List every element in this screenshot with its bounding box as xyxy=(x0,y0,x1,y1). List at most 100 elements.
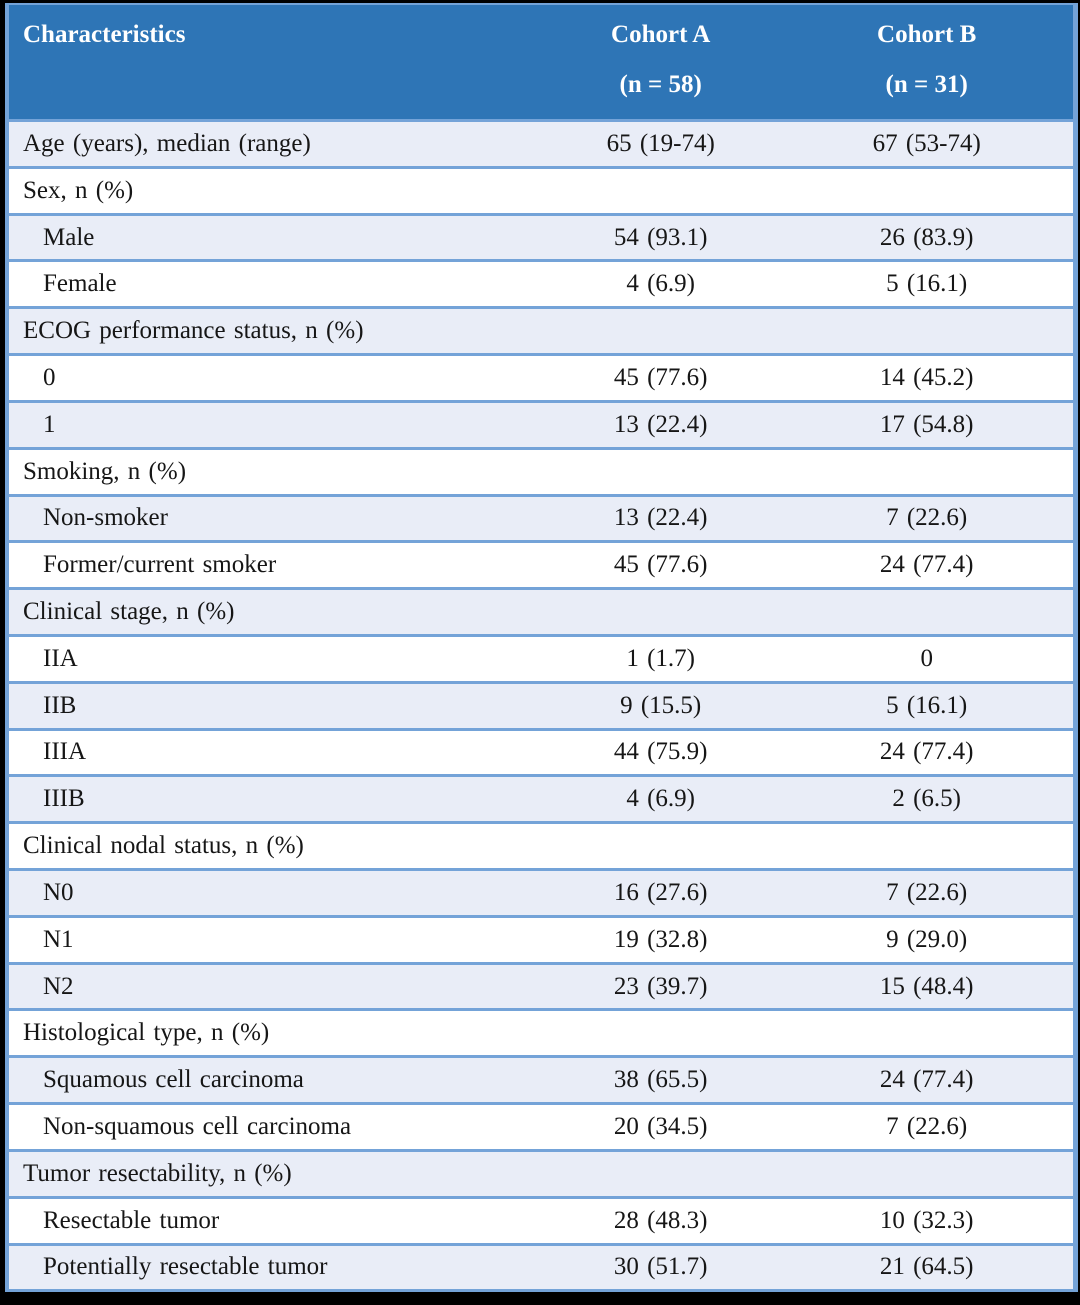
cohort-b-value: 24 (77.4) xyxy=(780,729,1073,778)
table-row: Sex, n (%) xyxy=(9,167,1073,216)
row-label: 0 xyxy=(9,354,541,403)
table-row: N0 16 (27.6) 7 (22.6) xyxy=(9,869,1073,918)
table-row: Squamous cell carcinoma 38 (65.5) 24 (77.4… xyxy=(9,1056,1073,1106)
row-label: Squamous cell carcinoma xyxy=(9,1056,541,1106)
table-row: Male 54 (93.1) 26 (83.9) xyxy=(9,214,1073,263)
cohort-b-value xyxy=(780,448,1073,497)
cohort-b-value: 17 (54.8) xyxy=(780,401,1073,450)
cohort-a-value: 19 (32.8) xyxy=(541,916,781,965)
cohort-a-value xyxy=(541,822,781,871)
table-row: 0 45 (77.6) 14 (45.2) xyxy=(9,354,1073,403)
col-header-cohort-b-label: Cohort B xyxy=(877,21,977,48)
table-row: Former/current smoker 45 (77.6) 24 (77.4) xyxy=(9,541,1073,591)
table-body: Age (years), median (range) 65 (19-74) 67 … xyxy=(9,120,1073,1289)
table-row: Clinical stage, n (%) xyxy=(9,588,1073,637)
table-outer-frame: Characteristics Cohort A (n = 58) Cohort… xyxy=(5,3,1078,1292)
cohort-a-value: 65 (19-74) xyxy=(541,120,781,169)
cohort-b-value: 2 (6.5) xyxy=(780,775,1073,825)
table-row: Clinical nodal status, n (%) xyxy=(9,822,1073,871)
col-header-cohort-a: Cohort A (n = 58) xyxy=(541,5,781,122)
cohort-a-value xyxy=(541,588,781,637)
table-row: N1 19 (32.8) 9 (29.0) xyxy=(9,916,1073,965)
cohort-b-value: 7 (22.6) xyxy=(780,1103,1073,1152)
cohort-b-value: 67 (53-74) xyxy=(780,120,1073,169)
row-label: Sex, n (%) xyxy=(9,167,541,216)
table-row: ECOG performance status, n (%) xyxy=(9,307,1073,357)
table-row: IIIA 44 (75.9) 24 (77.4) xyxy=(9,729,1073,778)
row-label: IIIA xyxy=(9,729,541,778)
table-row: Smoking, n (%) xyxy=(9,448,1073,497)
cohort-b-value: 9 (29.0) xyxy=(780,916,1073,965)
cohort-a-value: 4 (6.9) xyxy=(541,775,781,825)
col-header-cohort-a-sublabel: (n = 58) xyxy=(619,71,702,98)
row-label: N0 xyxy=(9,869,541,918)
cohort-b-value: 7 (22.6) xyxy=(780,869,1073,918)
cohort-b-value: 15 (48.4) xyxy=(780,963,1073,1012)
cohort-a-value: 54 (93.1) xyxy=(541,214,781,263)
cohort-a-value: 16 (27.6) xyxy=(541,869,781,918)
cohort-a-value xyxy=(541,1150,781,1199)
cohort-a-value: 4 (6.9) xyxy=(541,260,781,310)
row-label: Male xyxy=(9,214,541,263)
col-header-cohort-b-sublabel: (n = 31) xyxy=(885,71,968,98)
table-row: Non-smoker 13 (22.4) 7 (22.6) xyxy=(9,495,1073,544)
cohort-a-value: 30 (51.7) xyxy=(541,1244,781,1289)
table-row: IIA 1 (1.7) 0 xyxy=(9,635,1073,684)
row-label: ECOG performance status, n (%) xyxy=(9,307,541,357)
row-label: Non-squamous cell carcinoma xyxy=(9,1103,541,1152)
row-label: IIB xyxy=(9,682,541,731)
table-row: Resectable tumor 28 (48.3) 10 (32.3) xyxy=(9,1197,1073,1246)
cohort-b-value: 24 (77.4) xyxy=(780,1056,1073,1106)
cohort-a-value: 9 (15.5) xyxy=(541,682,781,731)
cohort-b-value: 26 (83.9) xyxy=(780,214,1073,263)
col-header-cohort-b: Cohort B (n = 31) xyxy=(780,5,1073,122)
row-label: Age (years), median (range) xyxy=(9,120,541,169)
row-label: Former/current smoker xyxy=(9,541,541,591)
cohort-b-value: 5 (16.1) xyxy=(780,260,1073,310)
row-label: Potentially resectable tumor xyxy=(9,1244,541,1289)
cohort-a-value: 44 (75.9) xyxy=(541,729,781,778)
col-header-characteristics: Characteristics xyxy=(9,5,541,122)
cohort-b-value xyxy=(780,1009,1073,1059)
cohort-a-value: 20 (34.5) xyxy=(541,1103,781,1152)
table-row: Age (years), median (range) 65 (19-74) 67 … xyxy=(9,120,1073,169)
row-label: Clinical nodal status, n (%) xyxy=(9,822,541,871)
cohort-b-value: 21 (64.5) xyxy=(780,1244,1073,1289)
row-label: 1 xyxy=(9,401,541,450)
cohort-a-value: 13 (22.4) xyxy=(541,401,781,450)
table-row: Non-squamous cell carcinoma 20 (34.5) 7 (2… xyxy=(9,1103,1073,1152)
table-row: Tumor resectability, n (%) xyxy=(9,1150,1073,1199)
row-label: Clinical stage, n (%) xyxy=(9,588,541,637)
row-label: N2 xyxy=(9,963,541,1012)
col-header-cohort-a-label: Cohort A xyxy=(611,21,711,48)
cohort-b-value: 7 (22.6) xyxy=(780,495,1073,544)
cohort-a-value xyxy=(541,1009,781,1059)
cohort-a-value: 1 (1.7) xyxy=(541,635,781,684)
row-label: Smoking, n (%) xyxy=(9,448,541,497)
cohort-b-value: 24 (77.4) xyxy=(780,541,1073,591)
table-row: N2 23 (39.7) 15 (48.4) xyxy=(9,963,1073,1012)
cohort-b-value xyxy=(780,588,1073,637)
cohort-b-value: 10 (32.3) xyxy=(780,1197,1073,1246)
cohort-a-value: 28 (48.3) xyxy=(541,1197,781,1246)
row-label: IIA xyxy=(9,635,541,684)
cohort-a-value xyxy=(541,167,781,216)
table-row: Potentially resectable tumor 30 (51.7) 21 … xyxy=(9,1244,1073,1289)
row-label: Resectable tumor xyxy=(9,1197,541,1246)
cohort-a-value xyxy=(541,448,781,497)
col-header-characteristics-sublabel xyxy=(23,71,540,101)
row-label: Non-smoker xyxy=(9,495,541,544)
header-row: Characteristics Cohort A (n = 58) Cohort… xyxy=(9,5,1073,122)
table-row: IIIB 4 (6.9) 2 (6.5) xyxy=(9,775,1073,825)
cohort-b-value: 0 xyxy=(780,635,1073,684)
table-header: Characteristics Cohort A (n = 58) Cohort… xyxy=(9,5,1073,122)
cohort-a-value: 13 (22.4) xyxy=(541,495,781,544)
cohort-a-value: 45 (77.6) xyxy=(541,541,781,591)
col-header-characteristics-label: Characteristics xyxy=(23,21,186,48)
cohort-b-value xyxy=(780,167,1073,216)
table-row: Female 4 (6.9) 5 (16.1) xyxy=(9,260,1073,310)
row-label: Tumor resectability, n (%) xyxy=(9,1150,541,1199)
row-label: N1 xyxy=(9,916,541,965)
cohort-a-value: 38 (65.5) xyxy=(541,1056,781,1106)
table-row: Histological type, n (%) xyxy=(9,1009,1073,1059)
